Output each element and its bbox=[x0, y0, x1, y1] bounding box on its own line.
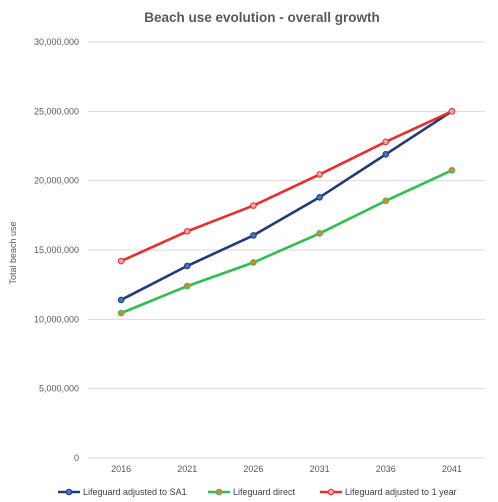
data-point bbox=[382, 138, 390, 146]
legend-label: Lifeguard adjusted to SA1 bbox=[83, 487, 187, 497]
x-axis-ticks: 2016 2021 2026 2031 2036 2041 bbox=[111, 464, 462, 474]
data-point bbox=[382, 151, 390, 158]
data-point bbox=[382, 197, 390, 205]
legend: Lifeguard adjusted to SA1 Lifeguard direc… bbox=[58, 487, 457, 497]
data-point bbox=[117, 296, 125, 304]
y-tick-label: 30,000,000 bbox=[34, 37, 79, 47]
legend-marker bbox=[215, 488, 223, 496]
legend-label: Lifeguard adjusted to 1 year bbox=[345, 487, 457, 497]
data-point bbox=[117, 257, 125, 265]
y-tick-label: 15,000,000 bbox=[34, 245, 79, 255]
data-point bbox=[250, 259, 257, 266]
y-tick-label: 10,000,000 bbox=[34, 314, 79, 324]
x-tick-label: 2036 bbox=[376, 464, 396, 474]
data-point bbox=[250, 232, 257, 239]
y-tick-label: 25,000,000 bbox=[34, 106, 79, 116]
gridlines bbox=[88, 41, 485, 459]
y-tick-label: 20,000,000 bbox=[34, 176, 79, 186]
series-line bbox=[120, 110, 453, 302]
legend-marker bbox=[327, 488, 335, 496]
data-point bbox=[183, 282, 191, 290]
chart-title: Beach use evolution - overall growth bbox=[144, 10, 380, 25]
data-point bbox=[183, 262, 191, 270]
series-group bbox=[117, 108, 456, 265]
legend-label: Lifeguard direct bbox=[233, 487, 296, 497]
series-line bbox=[120, 110, 453, 263]
data-point bbox=[183, 227, 191, 235]
y-tick-label: 5,000,000 bbox=[39, 384, 79, 394]
data-point bbox=[316, 194, 323, 201]
data-point bbox=[117, 309, 125, 317]
x-tick-label: 2026 bbox=[243, 464, 263, 474]
data-point bbox=[316, 171, 323, 178]
legend-item: Lifeguard direct bbox=[208, 487, 296, 497]
legend-marker bbox=[65, 488, 73, 496]
x-tick-label: 2041 bbox=[442, 464, 462, 474]
y-axis-ticks: 0 5,000,000 10,000,000 15,000,000 20,000,000… bbox=[34, 37, 79, 463]
legend-item: Lifeguard adjusted to 1 year bbox=[320, 487, 457, 497]
x-tick-label: 2031 bbox=[310, 464, 330, 474]
series-group bbox=[117, 166, 456, 317]
data-point bbox=[448, 166, 456, 174]
y-axis-label: Total beach use bbox=[8, 221, 18, 284]
data-point bbox=[316, 230, 323, 237]
series-lines bbox=[117, 108, 456, 317]
x-tick-label: 2016 bbox=[111, 464, 131, 474]
series-group bbox=[117, 108, 456, 304]
legend-item: Lifeguard adjusted to SA1 bbox=[58, 487, 187, 497]
series-line bbox=[120, 169, 453, 315]
data-point bbox=[250, 202, 257, 209]
x-tick-label: 2021 bbox=[177, 464, 197, 474]
y-tick-label: 0 bbox=[74, 453, 79, 463]
data-point bbox=[448, 108, 456, 115]
